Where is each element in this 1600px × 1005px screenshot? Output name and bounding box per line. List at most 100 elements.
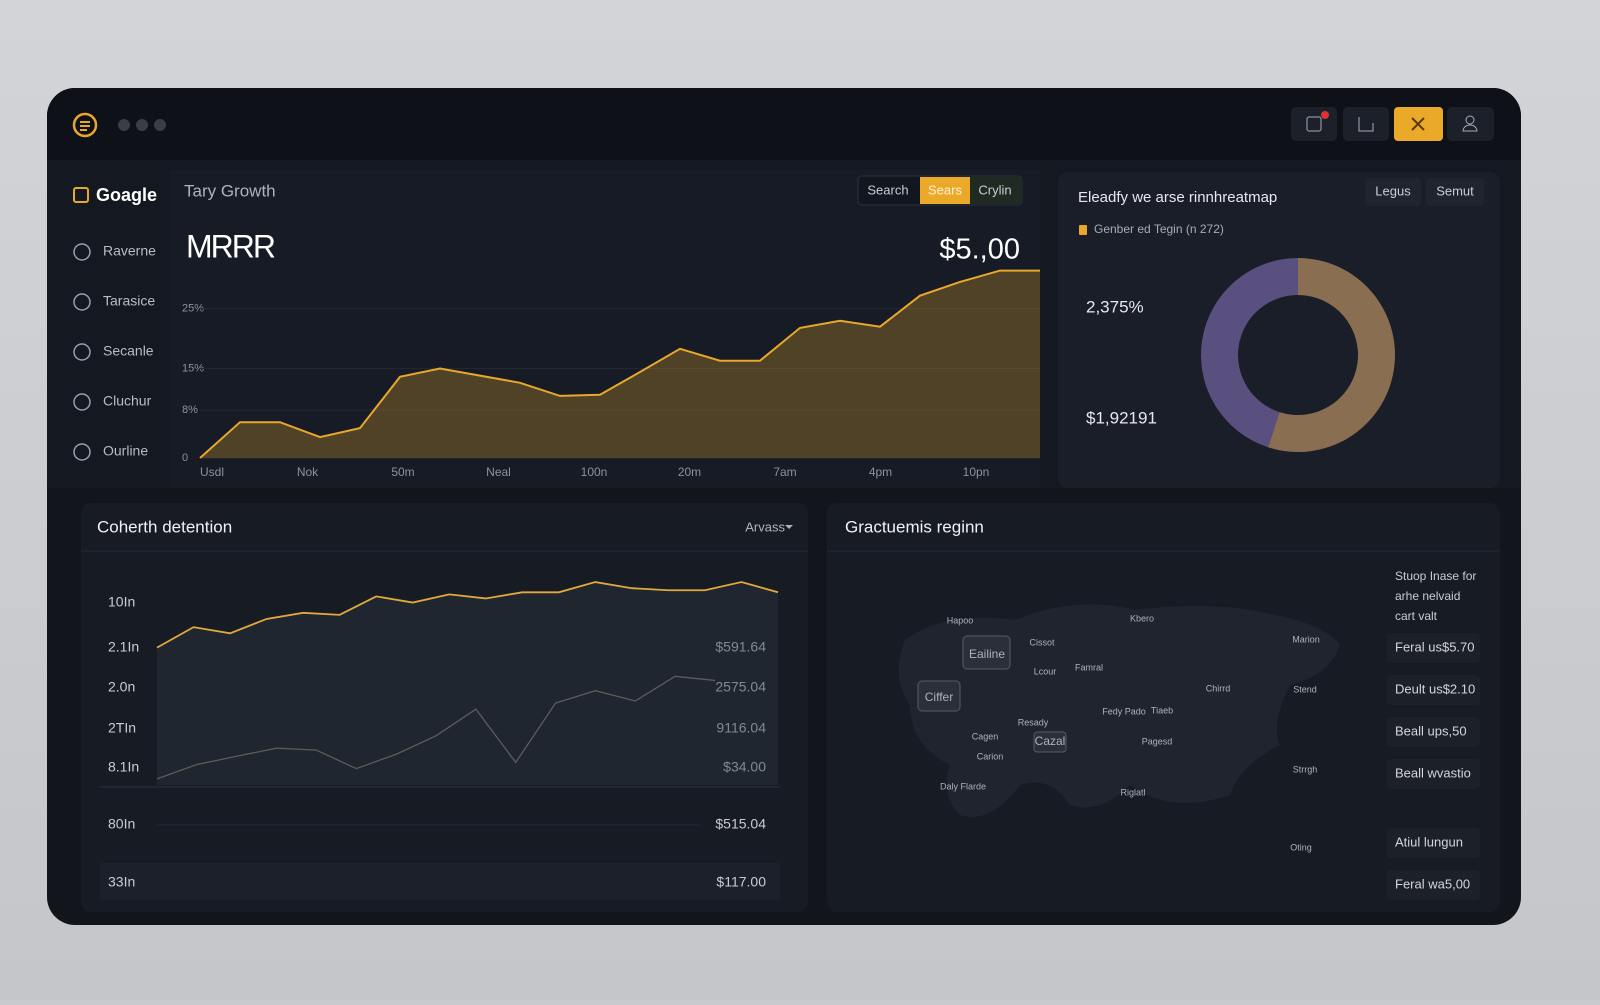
- caret: [785, 525, 793, 529]
- map-callout: [1033, 731, 1067, 753]
- map-callout: [917, 680, 961, 712]
- semut-button[interactable]: [1426, 178, 1484, 206]
- row-label: 10In: [108, 594, 135, 610]
- map-label: Cazal: [1035, 734, 1066, 748]
- map-label: Cagen: [972, 731, 999, 741]
- row-value: $515.04: [715, 816, 766, 832]
- nav-item[interactable]: Tarasice: [103, 293, 155, 309]
- legend-item: Feral us$5.70: [1395, 639, 1475, 654]
- legend-item: Beall wvastio: [1395, 765, 1471, 780]
- nav-item[interactable]: Cluchur: [103, 393, 152, 409]
- icon: [1462, 124, 1478, 132]
- donut-label: $1,92191: [1086, 408, 1157, 427]
- map-label: Carion: [977, 751, 1004, 761]
- map-label: Daly Flarde: [940, 781, 986, 791]
- map-label: Resady: [1018, 717, 1049, 727]
- legus-button[interactable]: [1365, 178, 1421, 206]
- row-label: 2TIn: [108, 720, 136, 736]
- dot: [154, 119, 166, 131]
- retention-panel: [81, 503, 808, 912]
- metric-value: $5.,00: [939, 234, 1020, 266]
- icon: [1465, 115, 1475, 125]
- map-label: Hapoo: [947, 615, 974, 625]
- panel-title: Eleadfy we arse rinnhreatmap: [1078, 189, 1277, 206]
- x-tick-label: 4pm: [869, 465, 892, 479]
- icon: [1411, 117, 1425, 131]
- area-fill: [200, 270, 1040, 458]
- y-tick-label: 15%: [182, 362, 204, 374]
- donut-segment: [1268, 258, 1395, 452]
- panel-title: Gractuemis reginn: [845, 517, 984, 536]
- row-value: 2575.04: [715, 679, 766, 695]
- panel-title: Tary Growth: [184, 181, 276, 200]
- notifications-button[interactable]: [1291, 107, 1337, 141]
- row-band: [100, 863, 780, 900]
- legend-chip: [1387, 870, 1480, 900]
- nav-icon: [73, 243, 91, 261]
- dot: [118, 119, 130, 131]
- button-label: Semut: [1436, 183, 1474, 198]
- area-line: [199, 269, 1040, 459]
- button-label: Legus: [1375, 183, 1411, 198]
- x-tick-label: 10pn: [963, 465, 990, 479]
- panel-title: Coherth detention: [97, 517, 232, 536]
- map-label: Tiaeb: [1151, 705, 1173, 715]
- map-label: Kbero: [1130, 613, 1154, 623]
- map-label: Marion: [1292, 634, 1320, 644]
- row-value: $34.00: [723, 759, 766, 775]
- badge: [1321, 111, 1329, 119]
- legend-item: Beall ups,50: [1395, 723, 1467, 738]
- map-note: Stuop Inase for arhe nelvaid cart valt: [1395, 569, 1476, 623]
- map-label: Strrgh: [1293, 764, 1318, 774]
- x-tick-label: 100n: [581, 465, 608, 479]
- tab-bg: [970, 177, 1021, 204]
- tab[interactable]: Crylin: [978, 182, 1011, 197]
- donut-segment: [1201, 258, 1298, 448]
- series-line: [156, 675, 716, 780]
- map-label: Cissot: [1029, 637, 1055, 647]
- donut-label: 2,375%: [1086, 297, 1144, 316]
- donut-panel: [1058, 172, 1500, 488]
- nav-icon: [73, 343, 91, 361]
- note-line: Stuop Inase for: [1395, 569, 1476, 583]
- x-tick-label: 50m: [391, 465, 414, 479]
- x-tick-label: Neal: [486, 465, 511, 479]
- legend-chip: [1387, 633, 1480, 663]
- nav-icon: [73, 443, 91, 461]
- map-label: Riglatl: [1120, 787, 1145, 797]
- map-label: Eailine: [969, 647, 1005, 661]
- x-tick-label: Nok: [297, 465, 319, 479]
- row-label: 33In: [108, 874, 135, 890]
- nav-item[interactable]: Ourline: [103, 443, 148, 459]
- icon: [1306, 116, 1322, 132]
- row-value: $117.00: [716, 874, 766, 890]
- dot: [136, 119, 148, 131]
- tab[interactable]: Search: [867, 182, 908, 197]
- map-label: Famral: [1075, 662, 1103, 672]
- map-label: Fedy Pado: [1102, 706, 1146, 716]
- nav-icon: [73, 293, 91, 311]
- map-label: Pagesd: [1142, 736, 1173, 746]
- legend-chip: [1387, 675, 1480, 705]
- nav-item[interactable]: Secanle: [103, 343, 154, 359]
- y-tick-label: 8%: [182, 404, 198, 416]
- note-line: cart valt: [1395, 609, 1438, 623]
- legend-chip: [1387, 828, 1480, 858]
- legend-chip: [1387, 759, 1480, 789]
- tab[interactable]: Sears: [928, 182, 962, 197]
- note-line: arhe nelvaid: [1395, 589, 1460, 603]
- nav-icon: [73, 393, 91, 411]
- header-bar: [47, 88, 1521, 160]
- nav-item[interactable]: Raverne: [103, 243, 156, 259]
- row-label: 2.0n: [108, 679, 135, 695]
- export-button[interactable]: [1343, 107, 1389, 141]
- map-label: Stend: [1293, 684, 1317, 694]
- map-callout: [962, 635, 1011, 670]
- dropdown[interactable]: Arvass: [745, 519, 785, 534]
- row-value: $591.64: [715, 639, 766, 655]
- legend-item: Deult us$2.10: [1395, 681, 1475, 696]
- logo-mark: [80, 121, 90, 131]
- legend-chip: [1387, 717, 1480, 747]
- map-label: Chirrd: [1206, 683, 1231, 693]
